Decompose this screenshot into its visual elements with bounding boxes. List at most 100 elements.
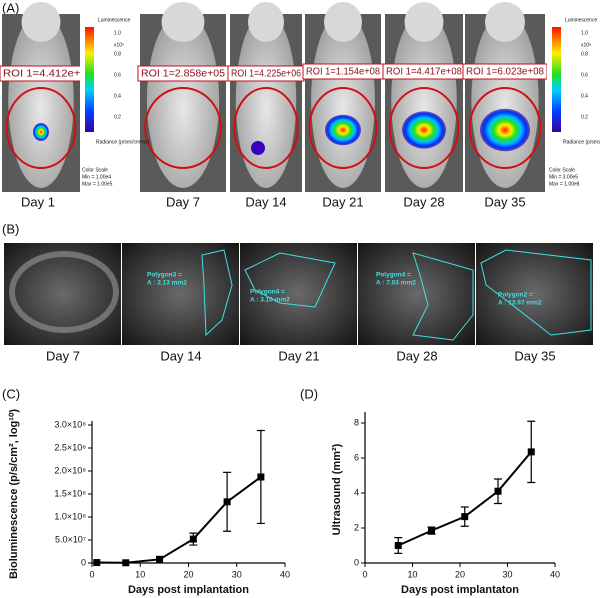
day-label: Day 28 — [403, 194, 444, 209]
scale-tick: 0.8 — [114, 51, 121, 57]
ultrasound-image — [476, 243, 593, 345]
panel-label: (C) — [2, 386, 20, 401]
panel-label: (A) — [2, 0, 19, 15]
mouse-body — [235, 12, 297, 188]
data-point — [527, 448, 535, 456]
y-tick-label: 4 — [354, 487, 359, 497]
data-point — [156, 555, 164, 563]
signal — [325, 114, 361, 146]
signal — [480, 108, 530, 152]
y-tick-label: 1.0×10⁸ — [54, 511, 86, 521]
day-label: Day 14 — [160, 348, 201, 363]
mouse-head — [324, 2, 362, 42]
mouse-head — [248, 2, 284, 42]
y-axis-label: Ultrasound (mm²) — [331, 443, 343, 535]
data-line — [397, 451, 533, 547]
data-point — [257, 473, 265, 481]
signal — [251, 141, 265, 155]
mouse-head — [404, 2, 444, 42]
day-label: Day 7 — [46, 348, 80, 363]
scale-heading: Color Scale — [549, 167, 575, 173]
ultrasound-image — [240, 243, 357, 345]
y-tick-label: 8 — [354, 417, 359, 427]
roi-label: ROI 1=4.417e+08 — [386, 67, 462, 78]
roi-ellipse — [388, 87, 460, 169]
data-point — [461, 513, 469, 521]
y-tick-label: 6 — [354, 452, 359, 462]
scale-unit: Radiance (p/sec/cm²/sr) — [563, 139, 600, 145]
data-point — [394, 542, 402, 549]
x-tick-label: 30 — [502, 569, 512, 579]
roi-ellipse — [308, 87, 378, 169]
roi-ellipse — [233, 87, 299, 169]
y-axis-label: Bioluminescence (p/s/cm², log¹⁰) — [8, 409, 20, 579]
polygon-label: Polygon4 = — [250, 289, 285, 296]
polygon-label: A : 7.03 mm2 — [376, 280, 416, 287]
x-tick-label: 0 — [362, 569, 367, 579]
scale-title: Luminescence — [98, 17, 130, 23]
roi-polygon — [412, 252, 474, 341]
roi-label: ROI 1=4.412e+05 — [3, 69, 93, 80]
roi-label: ROI 1=6.023e+08 — [466, 67, 544, 78]
scale-title: Luminescence — [565, 17, 597, 23]
roi-polygon — [201, 249, 233, 337]
scale-heading: Color Scale — [82, 167, 108, 173]
data-point — [223, 498, 231, 506]
day-label: Day 35 — [484, 194, 525, 209]
scale-tick: 1.0 — [114, 30, 121, 36]
polygon-label: A : 2.13 mm2 — [147, 280, 187, 287]
data-point — [93, 559, 101, 567]
signal — [402, 111, 446, 149]
y-tick-label: 3.0×10⁸ — [54, 419, 86, 429]
data-point — [428, 527, 435, 535]
day-label: Day 7 — [166, 194, 200, 209]
day-label: Day 14 — [245, 194, 286, 209]
polygon-label: A : 3.10 mm2 — [250, 297, 290, 304]
day-label: Day 28 — [396, 348, 437, 363]
scale-tick: 0.6 — [114, 72, 121, 78]
x-tick-label: 20 — [455, 569, 465, 579]
roi-ellipse — [468, 87, 542, 169]
scale-exponent: x10⁵ — [114, 42, 124, 48]
data-point — [122, 559, 130, 567]
mouse-head — [21, 2, 61, 42]
y-tick-label: 5.0×10⁷ — [55, 534, 86, 544]
scale-max: Max = 1.00e8 — [549, 181, 580, 187]
day-label: Day 21 — [322, 194, 363, 209]
x-tick-label: 40 — [280, 569, 290, 579]
roi-polygon — [244, 252, 336, 308]
day-label: Day 35 — [514, 348, 555, 363]
scale-min: Min = 1.00e4 — [82, 174, 111, 180]
color-bar — [85, 27, 94, 132]
ultrasound-image — [358, 243, 475, 345]
x-tick-label: 20 — [183, 569, 193, 579]
x-tick-label: 10 — [407, 569, 417, 579]
data-line — [96, 476, 262, 564]
mouse-body — [146, 12, 220, 188]
y-tick-label: 2 — [354, 522, 359, 532]
x-tick-label: 0 — [89, 569, 94, 579]
mouse-body — [8, 12, 74, 188]
x-tick-label: 40 — [550, 569, 560, 579]
scale-tick: 1.0 — [581, 30, 588, 36]
scale-min: Min = 3.00e5 — [549, 174, 578, 180]
scale-tick: 0.4 — [114, 93, 121, 99]
polygon-label: A : 13.97 mm2 — [498, 300, 542, 307]
roi-ellipse — [5, 87, 77, 169]
day-label: Day 21 — [278, 348, 319, 363]
panel-label: (B) — [2, 221, 19, 236]
mouse-body — [391, 12, 457, 188]
roi-polygon — [480, 249, 592, 336]
polygon-label: Polygon4 = — [376, 272, 411, 279]
mouse-head — [161, 2, 205, 42]
y-tick-label: 0 — [354, 557, 359, 567]
data-point — [189, 535, 197, 543]
ultrasound-image — [122, 243, 239, 345]
y-tick-label: 1.5×10⁸ — [54, 488, 86, 498]
signal — [33, 123, 49, 141]
scale-tick: 0.8 — [581, 51, 588, 57]
x-tick-label: 10 — [135, 569, 145, 579]
roi-label: ROI 1=1.154e+08 — [306, 67, 380, 78]
roi-label: ROI 1=2.858e+05 — [141, 69, 225, 80]
